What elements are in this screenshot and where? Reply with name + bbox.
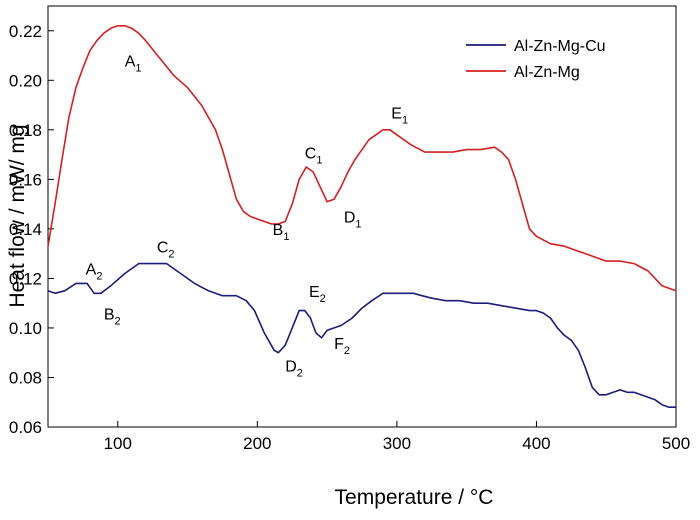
plot-frame	[47, 5, 677, 428]
svg-text:A2: A2	[86, 262, 103, 283]
y-axis-title: Heat flow / mW/ mg	[6, 124, 29, 307]
peak-label: C1	[305, 145, 323, 166]
y-axis: 0.06 0.08 0.10 0.12 0.14 0.16 0.18 0.20 0.22	[9, 22, 54, 437]
x-tick-label: 500	[662, 434, 690, 453]
y-tick-label: 0.20	[9, 71, 42, 90]
y-tick-label: 0.18	[9, 121, 42, 140]
x-tick-label: 400	[522, 434, 550, 453]
peak-annotations: A1 B1 C1 D1 E1 A2 B2 C2 D2 E2 F2	[86, 54, 408, 380]
y-tick-label: 0.06	[9, 418, 42, 437]
legend-label: Al-Zn-Mg-Cu	[514, 38, 606, 55]
svg-text:A1: A1	[125, 54, 142, 75]
peak-label: E1	[391, 106, 408, 127]
y-tick-label: 0.22	[9, 22, 42, 41]
svg-text:C1: C1	[305, 145, 323, 166]
svg-text:C2: C2	[157, 239, 175, 260]
svg-text:E2: E2	[309, 284, 326, 305]
legend: Al-Zn-Mg-Cu Al-Zn-Mg	[466, 38, 606, 81]
y-tick-label: 0.14	[9, 220, 42, 239]
x-tick-label: 300	[383, 434, 411, 453]
svg-text:B1: B1	[273, 222, 290, 243]
peak-label: F2	[334, 336, 350, 357]
y-tick-label: 0.12	[9, 269, 42, 288]
series-layer	[47, 25, 677, 408]
series-line-1	[47, 25, 677, 292]
svg-text:F2: F2	[334, 336, 350, 357]
x-axis-title: Temperature / °C	[335, 486, 494, 509]
x-axis: 100 200 300 400 500	[104, 421, 690, 453]
y-tick-label: 0.16	[9, 170, 42, 189]
peak-label: D1	[344, 210, 362, 231]
svg-text:B2: B2	[104, 306, 121, 327]
svg-text:D1: D1	[344, 210, 362, 231]
y-tick-label: 0.10	[9, 319, 42, 338]
series-line-0	[47, 262, 676, 408]
svg-text:D2: D2	[285, 358, 303, 379]
peak-label: E2	[309, 284, 326, 305]
y-tick-label: 0.08	[9, 368, 42, 387]
svg-text:E1: E1	[391, 106, 408, 127]
x-tick-label: 200	[243, 434, 271, 453]
peak-label: A2	[86, 262, 103, 283]
peak-label: A1	[125, 54, 142, 75]
peak-label: B2	[104, 306, 121, 327]
peak-label: B1	[273, 222, 290, 243]
legend-label: Al-Zn-Mg	[514, 64, 580, 81]
peak-label: D2	[285, 358, 303, 379]
x-tick-label: 100	[104, 434, 132, 453]
peak-label: C2	[157, 239, 175, 260]
